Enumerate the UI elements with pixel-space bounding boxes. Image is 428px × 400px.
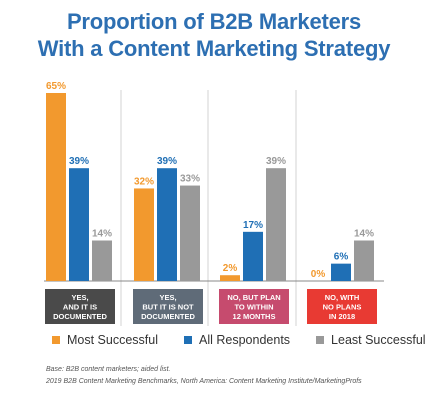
- bar: [134, 188, 154, 281]
- category-label: NO, BUT PLAN: [227, 293, 280, 302]
- data-label: 39%: [157, 156, 177, 167]
- bar: [157, 168, 177, 281]
- chart-title: Proportion of B2B Marketers With a Conte…: [0, 8, 428, 62]
- bar: [266, 168, 286, 281]
- chart-title-line-2: With a Content Marketing Strategy: [37, 36, 391, 61]
- bar: [220, 275, 240, 281]
- category-label: IN 2018: [329, 312, 355, 321]
- bar: [92, 240, 112, 281]
- bar: [180, 185, 200, 281]
- category-label: DOCUMENTED: [141, 312, 195, 321]
- data-label: 6%: [334, 252, 349, 263]
- category-label: NO, WITH: [325, 293, 360, 302]
- data-label: 65%: [46, 81, 66, 92]
- category-label: YES,: [71, 293, 88, 302]
- source-note: 2019 B2B Content Marketing Benchmarks, N…: [46, 378, 362, 385]
- data-label: 14%: [354, 229, 374, 240]
- category-label-box: [219, 289, 289, 324]
- bar: [69, 168, 89, 281]
- data-label: 17%: [243, 220, 263, 231]
- category-label-box: [307, 289, 377, 324]
- category-label-box: [45, 289, 115, 324]
- data-label: 33%: [180, 174, 200, 185]
- legend-item-least-successful: Least Successful: [316, 333, 426, 347]
- legend-label: Least Successful: [331, 333, 426, 347]
- category-label: AND IT IS: [63, 303, 97, 312]
- legend-label: All Respondents: [199, 333, 291, 347]
- data-label: 39%: [69, 156, 89, 167]
- category-label: BUT IT IS NOT: [142, 303, 194, 312]
- chart-title-line-1: Proportion of B2B Marketers: [66, 9, 362, 34]
- bar: [331, 263, 351, 281]
- bar: [354, 240, 374, 281]
- category-label: DOCUMENTED: [53, 312, 107, 321]
- category-label: TO WITHIN: [234, 303, 273, 312]
- bar: [243, 231, 263, 281]
- legend-swatch: [316, 336, 325, 344]
- legend-item-all-respondents: All Respondents: [184, 333, 290, 347]
- chart-legend: Most Successful All Respondents Least Su…: [52, 333, 426, 347]
- legend-item-most-successful: Most Successful: [52, 333, 158, 347]
- data-label: 0%: [311, 269, 326, 280]
- legend-swatch: [184, 336, 193, 344]
- category-label: YES,: [159, 293, 176, 302]
- data-label: 2%: [223, 263, 238, 274]
- base-note: Base: B2B content marketers; aided list.: [46, 366, 171, 373]
- data-label: 39%: [266, 156, 286, 167]
- category-label: 12 MONTHS: [233, 312, 276, 321]
- legend-swatch: [52, 336, 60, 344]
- data-label: 32%: [134, 176, 154, 187]
- data-label: 14%: [92, 229, 112, 240]
- legend-label: Most Successful: [67, 333, 159, 347]
- category-label: NO PLANS: [323, 303, 362, 312]
- bar: [46, 93, 66, 281]
- category-label-box: [133, 289, 203, 324]
